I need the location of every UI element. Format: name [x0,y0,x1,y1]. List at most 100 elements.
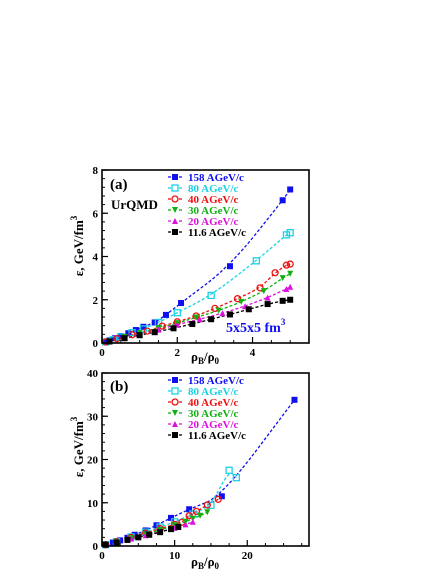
legend-marker [172,174,178,180]
panel-b-ticks: 0 10 20 0 10 20 30 40 [87,368,303,562]
data-point [185,512,193,520]
x-tick-label: 0 [99,347,105,359]
data-point [287,296,294,303]
panel-a-x-axis-title: ρB/ρ0 [191,349,220,366]
panel-a-label: (a) [110,177,128,193]
data-point [197,512,204,519]
series-fit-line [109,286,291,342]
data-point [204,509,211,516]
y-tick-label: 0 [93,338,99,350]
data-point [208,316,215,323]
data-point [173,309,181,317]
data-point [252,257,260,265]
data-point [282,261,291,269]
data-point [215,307,222,314]
y-tick-label: 40 [87,368,99,380]
data-point [286,229,294,237]
panel-a-x-axis-rho-0-sub: 0 [215,356,220,366]
panel-a-x-axis-rho-b-sub: B [198,356,204,366]
panel-a-volume-label: 5x5x5 fm3 [226,317,286,336]
panel-b-x-axis-rho-0-sub: 0 [215,561,220,571]
data-point [124,536,131,543]
legend-marker [172,218,178,224]
legend-label: 11.6 AGeV/c [188,227,246,239]
data-point [283,285,290,292]
panel-a-points [102,186,294,346]
data-point [226,263,233,270]
data-point [175,523,182,530]
legend-marker [171,398,179,406]
x-tick-label: 10 [169,550,181,562]
data-point [196,316,203,323]
data-point [287,186,294,193]
legend-marker [172,207,178,213]
data-point [225,466,233,474]
x-tick-label: 20 [242,550,254,562]
panel-b-y-axis-text: ε, GeV/fm [71,421,86,477]
panel-b-y-axis-superscript: 3 [69,416,79,421]
data-point [139,325,148,333]
panel-b-label: (b) [110,379,128,395]
legend-marker [171,195,179,203]
panel-b-x-axis-rho-b-sub: B [198,561,204,571]
data-point [218,493,225,500]
y-tick-label: 6 [93,208,99,220]
data-point [168,514,174,521]
data-point [264,294,271,301]
x-tick-label: 0 [99,550,105,562]
x-tick-label: 2 [175,347,181,359]
legend-label: 30 AGeV/c [188,205,239,217]
legend-label: 158 AGeV/c [188,172,244,184]
data-point [121,335,128,342]
data-point [271,269,279,277]
data-point [232,474,241,482]
data-point [189,518,196,525]
data-point [238,298,245,305]
legend-label: 80 AGeV/c [188,183,239,195]
data-point [140,323,147,330]
data-point [193,314,200,321]
data-point [182,521,189,528]
legend-label: 40 AGeV/c [188,397,239,409]
series-fit-line [105,472,237,546]
data-point [146,531,153,538]
data-point [170,325,177,332]
data-point [291,396,298,403]
data-point [102,541,109,548]
data-point [128,328,136,337]
legend-marker [171,387,179,395]
data-point [264,301,271,308]
data-point [189,320,196,327]
data-point [260,288,267,295]
legend-label: 20 AGeV/c [188,419,239,431]
x-tick-label: 4 [250,347,256,359]
data-point [136,332,143,339]
data-point [143,327,151,335]
panel-a-x-axis-slash: /ρ [203,349,215,364]
legend-label: 20 AGeV/c [188,216,239,228]
data-point [112,335,119,342]
y-tick-label: 30 [87,411,99,423]
data-point [178,299,185,306]
legend-label: 11.6 AGeV/c [188,430,246,442]
panel-b-legend: 158 AGeV/c80 AGeV/c40 AGeV/c30 AGeV/c20 … [168,375,246,442]
data-point [226,311,233,318]
data-point [128,331,136,339]
data-point [256,284,264,292]
y-tick-label: 10 [87,498,99,510]
panel-a-y-axis-title: ε, GeV/fm3 [69,215,86,276]
data-point [279,297,286,304]
data-point [207,291,215,300]
data-point [287,270,294,277]
legend-marker [172,410,178,416]
data-point [279,197,286,204]
y-tick-label: 0 [93,541,99,553]
data-point [168,526,174,533]
data-point [151,319,158,326]
data-point [203,501,211,509]
data-point [207,501,215,509]
data-point [192,507,201,516]
data-point [135,534,142,541]
